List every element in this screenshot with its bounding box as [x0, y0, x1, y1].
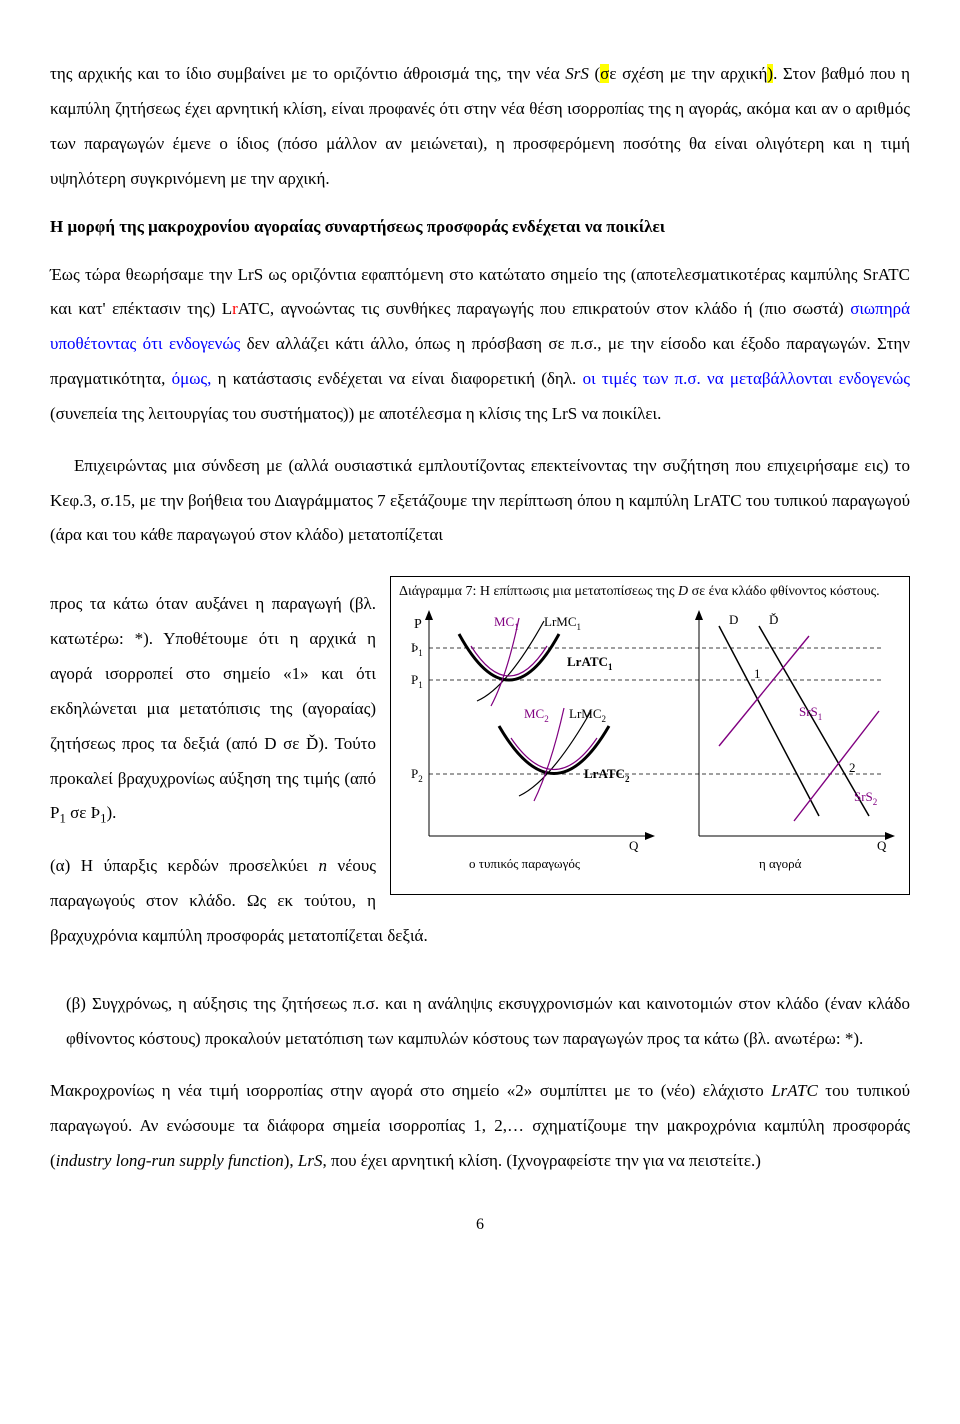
- label-SrS2: SrS: [854, 789, 873, 804]
- label-SrS1: SrS: [799, 704, 818, 719]
- p2-text-b: ATC, αγνοώντας τις συνθήκες παραγωγής πο…: [238, 299, 850, 318]
- p2-text-e: (συνεπεία της λειτουργίας του συστήματος…: [50, 404, 661, 423]
- label-D: D: [729, 612, 738, 627]
- p4-i3: LrS: [298, 1151, 323, 1170]
- wrap-b: σε Þ: [66, 803, 100, 822]
- sublabel-right: η αγορά: [759, 856, 802, 871]
- svg-text:MC2: MC2: [524, 706, 549, 724]
- label-LrMC1: LrMC: [544, 614, 577, 629]
- label-MC1: MC: [494, 614, 514, 629]
- section-heading: Η μορφή της μακροχρονίου αγοραίας συναρτ…: [50, 213, 910, 240]
- label-Q-right: Q: [877, 838, 887, 853]
- label-LrATC1: LrATC: [567, 654, 608, 669]
- sublabel-left: ο τυπικός παραγωγός: [469, 856, 581, 871]
- paragraph-3: Επιχειρώντας μια σύνδεση με (αλλά ουσιασ…: [50, 449, 910, 554]
- alpha-a: (α) Η ύπαρξις κερδών προσελκύει: [50, 856, 318, 875]
- svg-text:P2: P2: [411, 766, 423, 784]
- svg-text:LrATC2: LrATC2: [584, 766, 630, 784]
- wrap-section: Διάγραμμα 7: Η επίπτωσις μια μετατοπίσεω…: [50, 570, 910, 970]
- label-LrMC2: LrMC: [569, 706, 602, 721]
- svg-text:SrS2: SrS2: [854, 789, 877, 807]
- wrap-c: ).: [106, 803, 116, 822]
- p2-blue-2: όμως,: [172, 369, 212, 388]
- diagram-7-svg: P Þ1 P1 P2: [399, 606, 899, 886]
- label-P: P: [414, 617, 422, 632]
- p1-highlight-1: σ: [600, 64, 609, 83]
- svg-text:Þ1: Þ1: [411, 640, 423, 658]
- page-number: 6: [50, 1209, 910, 1242]
- label-Pbar1: Þ: [411, 640, 418, 655]
- label-MC2: MC: [524, 706, 544, 721]
- svg-text:LrMC1: LrMC1: [544, 614, 581, 632]
- diagram-title: Διάγραμμα 7: Η επίπτωσις μια μετατοπίσεω…: [399, 583, 901, 601]
- label-point-2: 2: [849, 760, 856, 775]
- svg-text:P1: P1: [411, 672, 423, 690]
- label-Dhat: Ď: [769, 612, 778, 627]
- label-P2: P: [411, 766, 418, 781]
- p4-i2: industry long-run supply function: [56, 1151, 284, 1170]
- svg-text:LrATC1: LrATC1: [567, 654, 613, 672]
- p2-text-d: η κατάστασις ενδέχεται να είναι διαφορετ…: [211, 369, 582, 388]
- p4-i1: LrATC: [771, 1081, 818, 1100]
- label-P1: P: [411, 672, 418, 687]
- diagram-title-a: Διάγραμμα 7: Η επίπτωσις μια μετατοπίσεω…: [399, 584, 678, 599]
- svg-text:MC1: MC1: [494, 614, 519, 632]
- diagram-title-i: D: [678, 584, 688, 599]
- wrap-a: προς τα κάτω όταν αυξάνει η παραγωγή (βλ…: [50, 594, 376, 822]
- paragraph-1: της αρχικής και το ίδιο συμβαίνει με το …: [50, 57, 910, 196]
- svg-text:LrMC2: LrMC2: [569, 706, 606, 724]
- p4-c: ),: [284, 1151, 298, 1170]
- svg-text:SrS1: SrS1: [799, 704, 822, 722]
- label-Q-left: Q: [629, 838, 639, 853]
- paragraph-4: Μακροχρονίως η νέα τιμή ισορροπίας στην …: [50, 1074, 910, 1179]
- p1-text-c: ε σχέση με την αρχική: [609, 64, 767, 83]
- label-LrATC2: LrATC: [584, 766, 625, 781]
- p1-srs: SrS: [565, 64, 589, 83]
- list-beta: (β) Συγχρόνως, η αύξησις της ζητήσεως π.…: [50, 987, 910, 1057]
- p4-d: , που έχει αρνητική κλίση. (Ιχνογραφείστ…: [323, 1151, 761, 1170]
- p1-text-a: της αρχικής και το ίδιο συμβαίνει με το …: [50, 64, 565, 83]
- label-point-1: 1: [754, 666, 761, 681]
- p4-a: Μακροχρονίως η νέα τιμή ισορροπίας στην …: [50, 1081, 771, 1100]
- diagram-title-b: σε ένα κλάδο φθίνοντος κόστους.: [688, 584, 880, 599]
- p1-text-b: (: [589, 64, 600, 83]
- p2-blue-3: οι τιμές των π.σ. να μεταβάλλονται ενδογ…: [583, 369, 910, 388]
- paragraph-2: Έως τώρα θεωρήσαμε την LrS ως οριζόντια …: [50, 258, 910, 432]
- diagram-7-box: Διάγραμμα 7: Η επίπτωσις μια μετατοπίσεω…: [390, 576, 910, 894]
- alpha-n: n: [318, 856, 327, 875]
